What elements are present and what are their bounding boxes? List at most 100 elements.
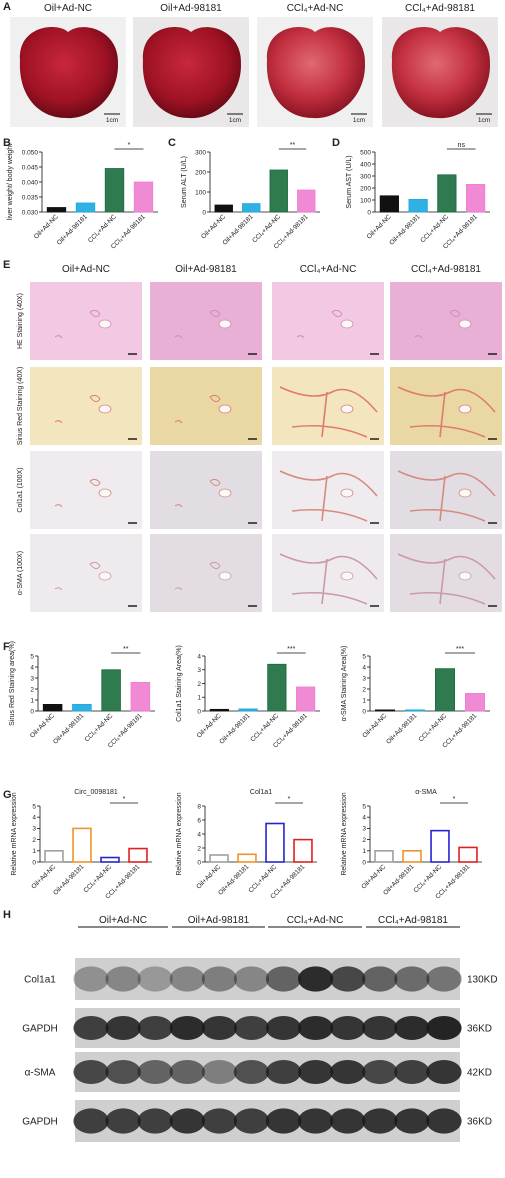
x-tick-label: Oil+Ad-98181 <box>218 712 251 745</box>
blot-band <box>73 966 109 992</box>
blot-band <box>105 966 141 992</box>
histology-detail <box>279 553 378 605</box>
group-header: Oil+Ad-98181 <box>160 3 222 14</box>
x-tick-label: CCl₄+Ad-NC <box>87 213 118 244</box>
y-axis-label: Serum AST (U/L) <box>346 155 353 208</box>
y-tick-label: 5 <box>32 803 36 810</box>
blot-band <box>265 966 302 992</box>
significance-label: * <box>288 796 291 803</box>
x-tick-label: Oil+Ad-98181 <box>56 213 89 246</box>
bar <box>297 189 316 213</box>
blot-band <box>201 1060 238 1084</box>
blot-band <box>426 966 462 992</box>
scale-label: 1cm <box>106 117 118 124</box>
bar <box>269 169 288 213</box>
x-tick-label: CCl₄+Ad-NC <box>249 712 280 743</box>
vessel <box>340 488 354 498</box>
bar <box>402 849 422 863</box>
bar <box>133 181 154 213</box>
blot-band <box>233 966 270 992</box>
group-header: CCl₄+Ad-98181 <box>411 264 481 275</box>
bar <box>267 663 287 712</box>
row-label: α-SMA (100X) <box>17 551 24 595</box>
y-tick-label: 1 <box>362 848 366 855</box>
y-tick-label: 1 <box>30 697 34 704</box>
blot-band <box>297 1016 334 1040</box>
vessel <box>340 319 354 329</box>
blot-band <box>362 1016 398 1040</box>
y-tick-label: 0 <box>197 859 201 866</box>
vessel <box>458 488 472 498</box>
y-tick-label: 2 <box>32 837 36 844</box>
y-tick-label: 0.035 <box>22 194 39 201</box>
blot-band <box>426 1060 462 1084</box>
x-tick-label: Oil+Ad-NC <box>361 712 388 739</box>
y-tick-label: 4 <box>197 831 201 838</box>
x-tick-label: Oil+Ad-98181 <box>217 863 250 896</box>
blot-band <box>233 1060 270 1084</box>
x-tick-label: Oil+Ad-NC <box>30 863 57 890</box>
bar <box>209 708 229 712</box>
y-tick-label: 2 <box>30 686 34 693</box>
blot-band <box>394 966 430 992</box>
x-tick-label: Oil+Ad-NC <box>195 863 222 890</box>
vessel <box>98 319 112 329</box>
x-tick-label: Oil+Ad-98181 <box>385 712 418 745</box>
histology-detail <box>397 553 496 605</box>
vessel <box>218 404 232 414</box>
bar <box>242 203 261 213</box>
y-axis-label: Serum ALT (U/L) <box>181 156 188 208</box>
y-tick-label: 3 <box>362 675 366 682</box>
y-tick-label: 0 <box>30 708 34 715</box>
y-tick-label: 0.045 <box>22 164 39 171</box>
scale-label: 1cm <box>353 117 365 124</box>
vessel <box>98 571 112 581</box>
histology-image <box>150 282 262 360</box>
liver-photo <box>391 27 491 119</box>
bar <box>128 847 148 863</box>
y-tick-label: 2 <box>362 837 366 844</box>
blot-band <box>73 1060 109 1084</box>
blot-band <box>169 1060 205 1084</box>
x-tick-label: CCl₄+Ad-NC <box>419 213 450 244</box>
histology-detail <box>54 478 101 508</box>
bar <box>75 202 96 213</box>
group-header: Oil+Ad-98181 <box>175 264 237 275</box>
blot-band <box>201 1016 238 1040</box>
blot-band <box>297 1108 334 1134</box>
blot-band <box>233 1016 270 1040</box>
significance-label: *** <box>287 646 295 653</box>
y-axis-label: Sirus Red Staining area(%) <box>9 641 16 726</box>
bar <box>458 846 478 863</box>
x-tick-label: Oil+Ad-98181 <box>382 863 415 896</box>
y-tick-label: 2 <box>197 845 201 852</box>
blot-band <box>426 1016 462 1040</box>
y-axis-label: Relative mRNA expression <box>11 792 18 875</box>
y-tick-label: 4 <box>30 664 34 671</box>
vessel <box>218 319 232 329</box>
bar <box>104 168 125 213</box>
y-tick-label: 1 <box>32 848 36 855</box>
significance-label: * <box>128 142 131 149</box>
blot-band <box>137 1016 173 1040</box>
blot-band <box>201 1108 238 1134</box>
bar <box>72 827 92 863</box>
band-size: 130KD <box>467 975 498 986</box>
liver-photo <box>266 27 366 119</box>
x-tick-label: Oil+Ad-98181 <box>52 712 85 745</box>
vessel <box>218 488 232 498</box>
y-tick-label: 0.040 <box>22 179 39 186</box>
y-tick-label: 5 <box>30 653 34 660</box>
y-axis-label: α-SMA Staining Area(%) <box>341 646 348 722</box>
blot-band <box>362 1060 398 1084</box>
y-tick-label: 4 <box>32 815 36 822</box>
histology-detail <box>279 470 378 522</box>
blot-band <box>297 966 334 992</box>
blot-band <box>73 1108 109 1134</box>
blot-band <box>169 1016 205 1040</box>
histology-detail <box>54 394 101 424</box>
bar <box>101 669 121 712</box>
blot-band <box>265 1016 302 1040</box>
bar <box>214 204 233 213</box>
